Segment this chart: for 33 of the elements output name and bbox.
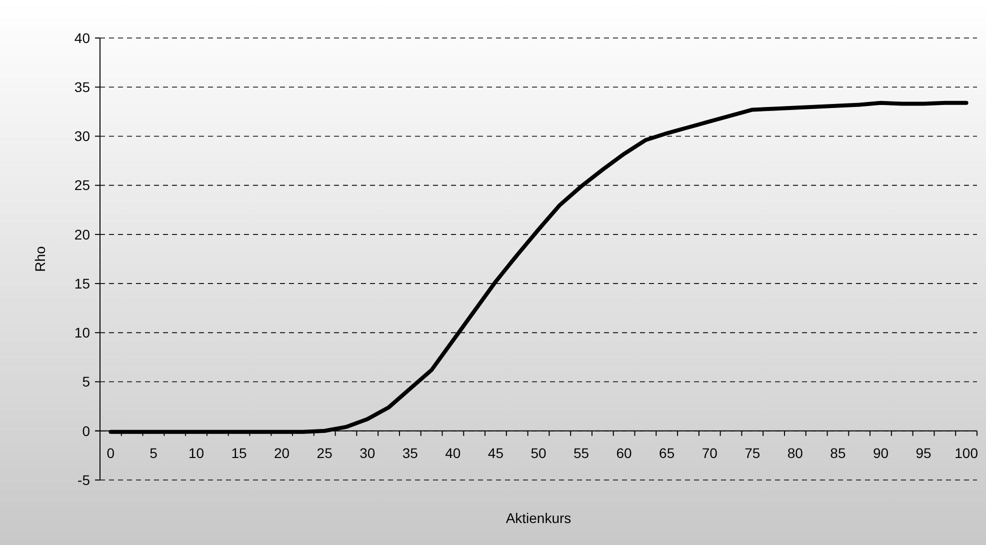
y-tick-label: 40 — [74, 30, 90, 46]
x-tick-label: 5 — [150, 444, 158, 461]
y-tick-label: 10 — [74, 324, 90, 341]
x-tick-label: 25 — [316, 444, 333, 461]
x-tick-label: 75 — [744, 444, 760, 461]
x-axis-title: Aktienkurs — [506, 510, 572, 526]
x-tick-label: 40 — [445, 444, 461, 461]
x-tick-label: 90 — [872, 444, 889, 461]
x-tick-label: 10 — [188, 444, 204, 461]
x-tick-label: 100 — [954, 444, 978, 461]
x-tick-label: 85 — [830, 444, 846, 461]
y-tick-label: 25 — [74, 177, 90, 194]
y-tick-label: 35 — [74, 79, 90, 96]
y-tick-label: 5 — [82, 374, 90, 390]
x-tick-label: 60 — [616, 444, 632, 461]
x-tick-label: 95 — [916, 444, 932, 461]
x-tick-label: 35 — [402, 444, 418, 461]
y-tick-label: 0 — [82, 422, 90, 439]
x-tick-label: 65 — [659, 444, 675, 461]
y-tick-label: -5 — [78, 472, 90, 488]
x-tick-label: 0 — [106, 444, 115, 461]
x-tick-label: 20 — [274, 444, 290, 461]
x-tick-label: 45 — [488, 444, 504, 461]
x-tick-label: 15 — [231, 444, 248, 461]
x-tick-label: 30 — [360, 444, 376, 461]
y-tick-label: 15 — [74, 275, 90, 292]
y-tick-label: 30 — [74, 128, 90, 144]
y-axis-title: Rho — [32, 246, 48, 272]
y-tick-label: 20 — [74, 226, 90, 242]
x-tick-label: 55 — [573, 444, 590, 461]
x-tick-label: 70 — [702, 444, 718, 461]
x-tick-label: 50 — [530, 444, 546, 461]
x-tick-label: 80 — [787, 444, 804, 461]
